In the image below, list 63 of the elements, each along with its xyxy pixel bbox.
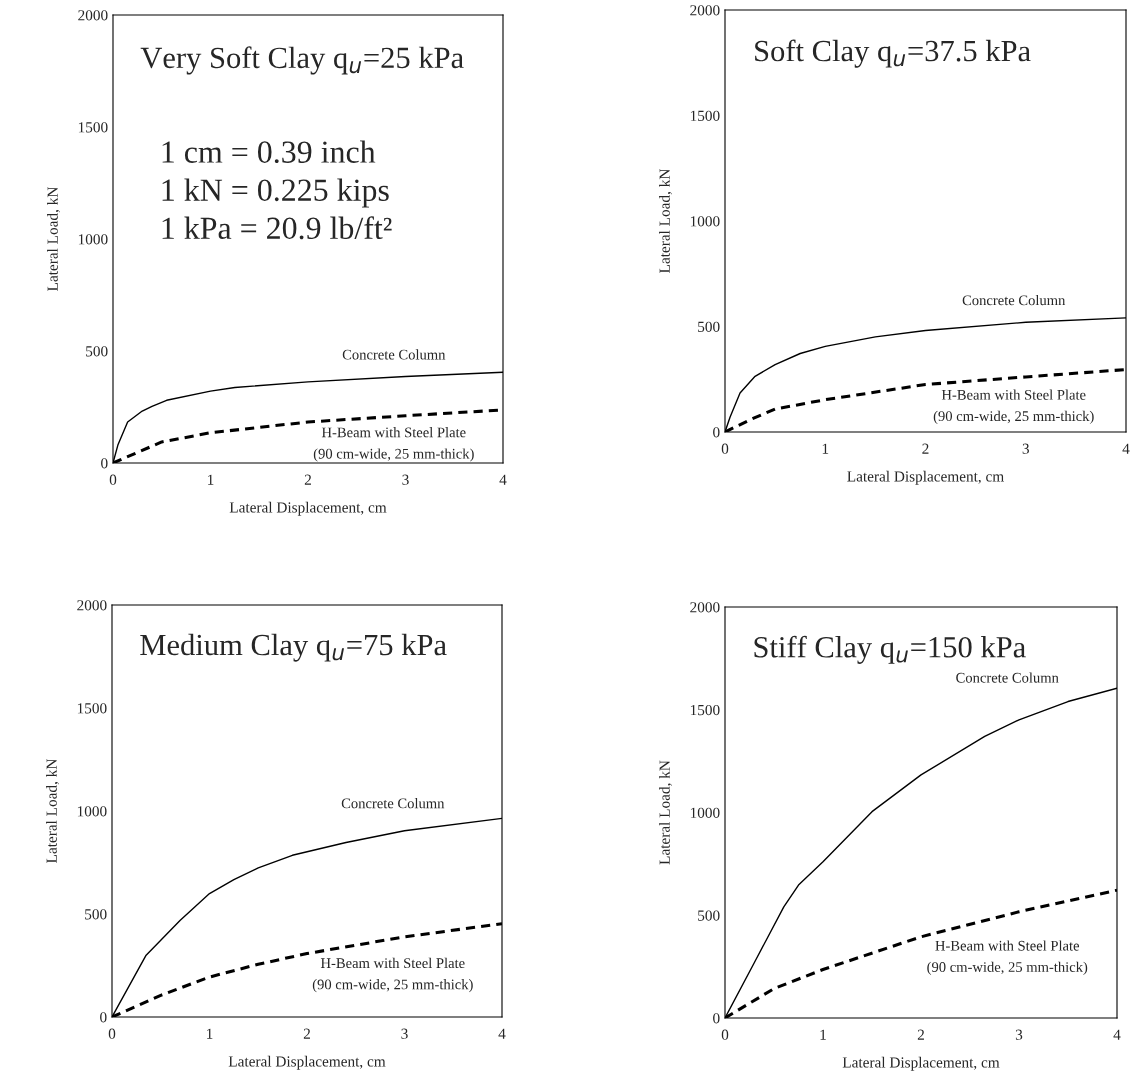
series-label: H-Beam with Steel Plate (90 cm-wide, 25 mm-thick) — [312, 957, 473, 993]
annotation: 1 kPa = 20.9 lb/ft² — [162, 216, 392, 240]
series-label: Concrete Column — [342, 349, 446, 360]
series-label: H-Beam with Steel Plate (90 cm-wide, 25 mm-thick) — [927, 940, 1088, 975]
x-tick-label: 0 — [109, 474, 117, 485]
x-tick-label: 1 — [207, 1028, 213, 1039]
series-label: Concrete Column — [962, 294, 1066, 306]
x-tick-label: 2 — [303, 1028, 310, 1039]
x-tick-label: 3 — [1022, 443, 1029, 454]
x-tick-label: 1 — [208, 474, 214, 485]
y-axis-title: Lateral Load, kN — [659, 760, 673, 865]
y-tick-label: 500 — [698, 321, 720, 332]
text: Stiff Clay q$_{u}$=150 kPa — [754, 635, 1026, 664]
annotation: 1 cm = 0.39 inch — [162, 140, 376, 164]
x-axis-title: Lateral Displacement, cm — [847, 470, 1004, 485]
x-tick-label: 1 — [822, 443, 829, 454]
x-tick-label: 4 — [1113, 1029, 1121, 1040]
x-tick-label: 4 — [1122, 443, 1130, 454]
y-tick-label: 0 — [101, 458, 108, 469]
x-tick-label: 3 — [402, 474, 409, 485]
y-axis-title: Lateral Load, kN — [47, 186, 61, 291]
y-tick-label: 500 — [86, 346, 108, 357]
text: Very Soft Clay q$_{u}$=25 kPa — [140, 46, 464, 75]
annotation: 1 kN = 0.225 kips — [162, 178, 389, 208]
x-tick-label: 3 — [401, 1028, 408, 1039]
y-tick-label: 1500 — [690, 704, 720, 716]
y-tick-label: 2000 — [78, 10, 108, 21]
y-tick-label: 1500 — [690, 110, 720, 121]
y-axis-title: Lateral Load, kN — [659, 168, 673, 273]
y-tick-label: 500 — [85, 909, 107, 920]
y-tick-label: 0 — [100, 1012, 107, 1023]
y-tick-label: 1000 — [77, 806, 107, 817]
y-tick-label: 1000 — [690, 216, 720, 227]
y-tick-label: 0 — [713, 1013, 720, 1024]
x-tick-label: 1 — [820, 1029, 826, 1040]
x-tick-label: 2 — [304, 474, 311, 485]
y-tick-label: 2000 — [690, 5, 720, 16]
x-axis-title: Lateral Displacement, cm — [229, 501, 387, 516]
y-axis-title: Lateral Load, kN — [46, 758, 60, 863]
x-tick-label: 0 — [721, 1029, 729, 1040]
x-tick-label: 4 — [498, 1028, 506, 1039]
text: Medium Clay q$_{u}$=75 kPa — [140, 633, 447, 662]
series-label: Concrete Column — [341, 798, 445, 809]
y-tick-label: 500 — [698, 910, 720, 921]
series-label: H-Beam with Steel Plate (90 cm-wide, 25 mm-thick) — [933, 389, 1094, 425]
x-tick-label: 0 — [721, 443, 729, 454]
x-tick-label: 0 — [108, 1028, 116, 1039]
y-tick-label: 0 — [713, 427, 720, 438]
x-axis-title: Lateral Displacement, cm — [842, 1056, 1000, 1071]
y-tick-label: 2000 — [690, 602, 720, 613]
x-axis-title: Lateral Displacement, cm — [228, 1055, 386, 1070]
text: Soft Clay q$_{u}$=37.5 kPa — [755, 39, 1031, 68]
series-label: H-Beam with Steel Plate (90 cm-wide, 25 mm-thick) — [313, 427, 474, 462]
y-tick-label: 2000 — [77, 600, 107, 611]
y-tick-label: 1500 — [77, 703, 107, 714]
y-tick-label: 1000 — [78, 234, 108, 245]
series-label: Concrete Column — [956, 672, 1059, 683]
x-tick-label: 3 — [1015, 1029, 1023, 1040]
y-tick-label: 1000 — [690, 807, 720, 818]
x-tick-label: 4 — [499, 474, 507, 485]
x-tick-label: 2 — [917, 1029, 924, 1040]
x-tick-label: 2 — [922, 443, 929, 454]
y-tick-label: 1500 — [78, 122, 108, 133]
